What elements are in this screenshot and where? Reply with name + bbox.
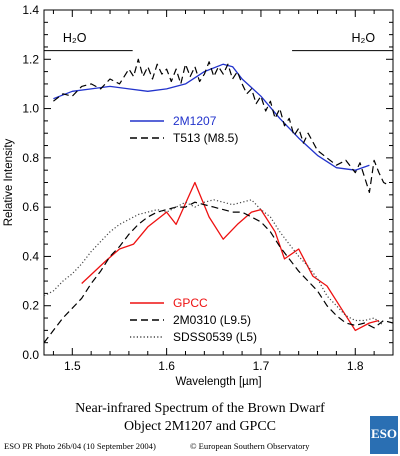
series-line-2m0310-l9-5	[43, 201, 394, 344]
eso-logo: ESO	[370, 416, 398, 454]
h2o-band-label: H₂O	[63, 31, 87, 45]
caption-line-2: Object 2M1207 and GPCC	[123, 419, 277, 434]
y-tick-label: 1.2	[22, 52, 39, 66]
y-tick-label: 0.2	[22, 299, 39, 313]
eso-logo-text: ESO	[370, 426, 397, 441]
y-tick-label: 1.4	[22, 3, 39, 17]
spectrum-chart: 1.5 1.6 1.7 1.8 0.0 0.2 0.4 0.6 0.8 1.0 1.2 1.4 Wave…	[3, 3, 394, 388]
legend-label: SDSS0539 (L5)	[173, 330, 257, 344]
series-line-sdss0539-l5	[43, 199, 384, 326]
x-tick-label: 1.7	[253, 359, 270, 373]
y-tick-label: 0.4	[22, 249, 39, 263]
legend-label: 2M1207	[173, 114, 217, 128]
plot-frame	[43, 9, 394, 356]
series-line-t513-m8-5	[53, 58, 389, 193]
y-tick-label: 1.0	[22, 102, 39, 116]
h2o-band-label: H₂O	[351, 31, 375, 45]
footer-copyright: © European Southern Observatory	[190, 441, 310, 451]
x-tick-label: 1.6	[158, 359, 175, 373]
legend-label: T513 (M8.5)	[173, 131, 238, 145]
x-tick-label: 1.8	[347, 359, 364, 373]
y-tick-label: 0.8	[22, 151, 39, 165]
footer-photo-credit: ESO PR Photo 26b/04 (10 September 2004)	[4, 441, 156, 451]
y-tick-label: 0.6	[22, 200, 39, 214]
y-tick-label: 0.0	[22, 348, 39, 362]
x-axis-title: Wavelength [µm]	[175, 376, 261, 388]
x-tick-label: 1.5	[64, 359, 81, 373]
series-line-gpcc	[81, 181, 380, 332]
series-line-2m1207	[53, 63, 370, 171]
caption-line-1: Near-infrared Spectrum of the Brown Dwar…	[75, 401, 325, 416]
legend-label: 2M0310 (L9.5)	[173, 313, 251, 327]
legend-label: GPCC	[173, 296, 208, 310]
y-axis-title: Relative Intensity	[3, 138, 15, 226]
